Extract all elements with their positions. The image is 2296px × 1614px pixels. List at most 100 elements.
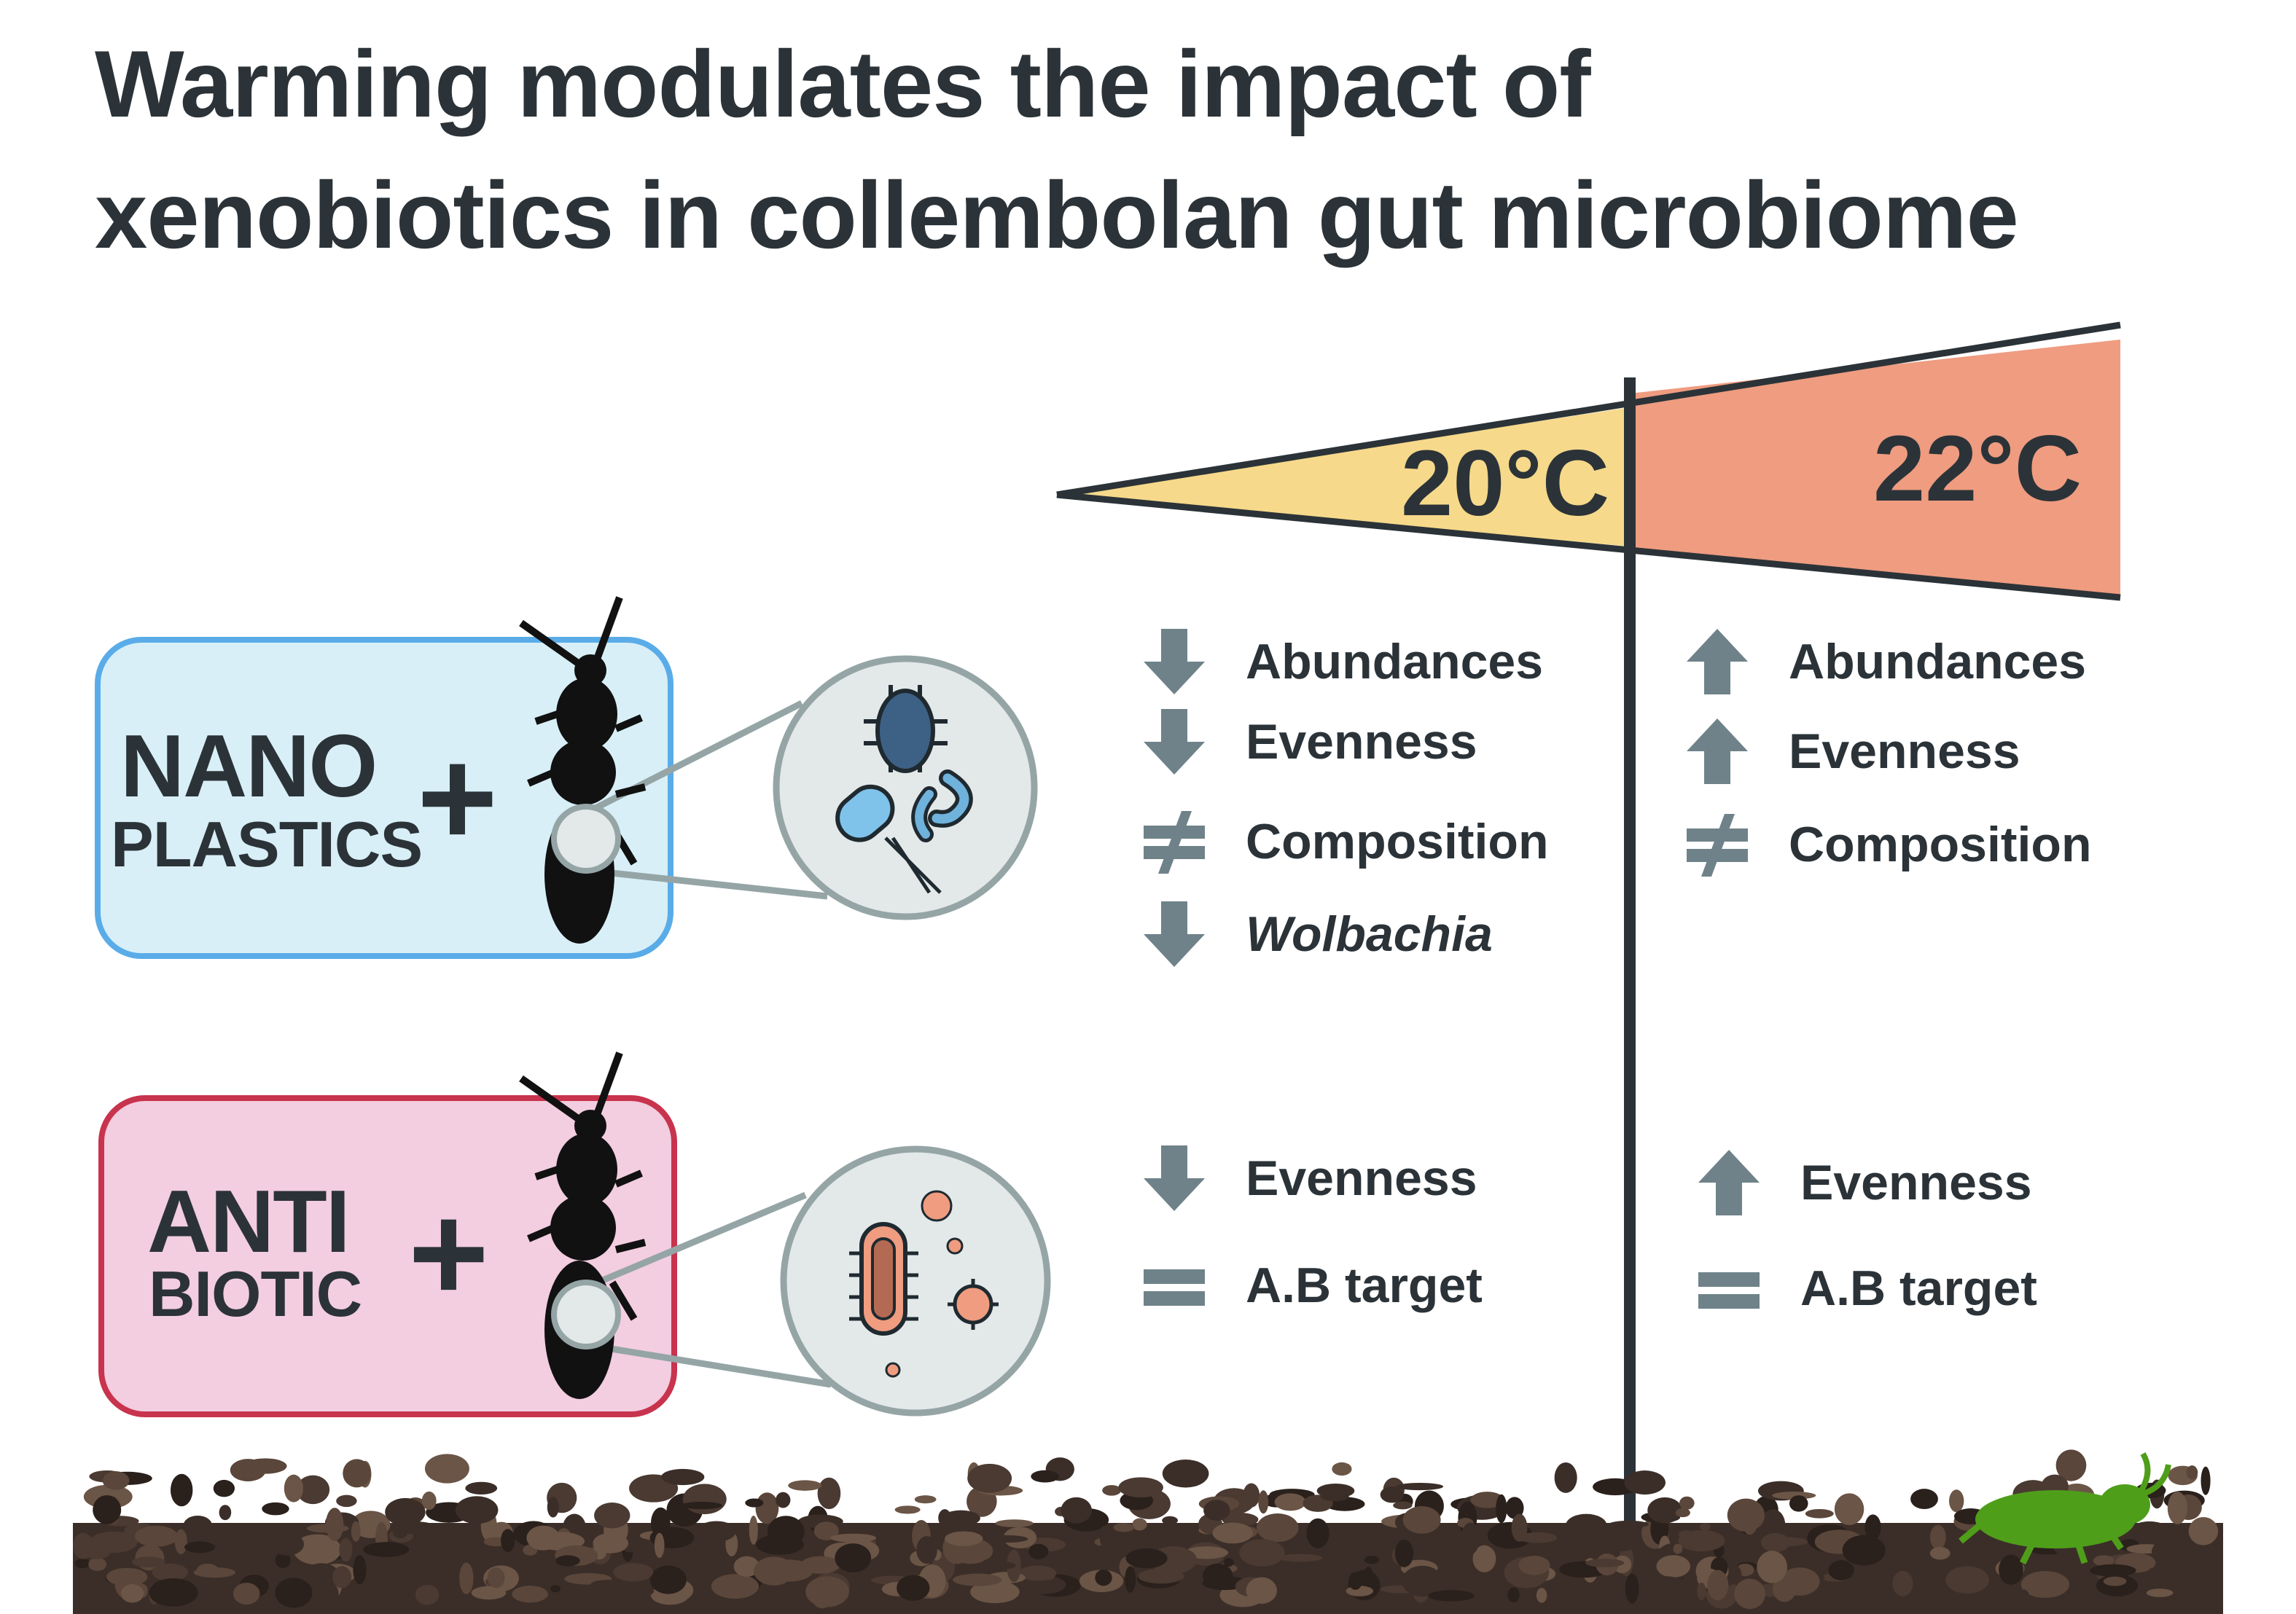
soil-clump <box>1402 1565 1443 1597</box>
equals-icon <box>1144 1269 1205 1306</box>
soil-clump <box>711 1574 759 1599</box>
soil-clump <box>2151 1537 2192 1567</box>
soil-clump <box>2055 1449 2087 1481</box>
soil-clump <box>1761 1532 1790 1553</box>
soil-clump <box>1203 1563 1233 1588</box>
soil-clump <box>1306 1518 1329 1548</box>
soil-clump <box>1566 1513 1607 1537</box>
soil-clump <box>1380 1486 1404 1503</box>
soil-clump <box>170 1473 193 1507</box>
soil-clump <box>102 1471 130 1490</box>
effect-anti-22-item: A.B target <box>1695 1252 2037 1325</box>
soil-clump <box>1132 1518 1147 1531</box>
soil-clump <box>788 1480 822 1491</box>
soil-clump <box>1505 1497 1524 1519</box>
soil-clump <box>1834 1493 1864 1525</box>
soil-clump <box>385 1497 426 1527</box>
soil-clump <box>336 1494 357 1508</box>
soil-clump <box>666 1540 689 1548</box>
effect-label: A.B target <box>1800 1261 2037 1316</box>
soil-clump <box>426 1537 451 1551</box>
soil-clump <box>2186 1465 2198 1480</box>
arrow-down-icon <box>1144 1145 1205 1211</box>
soil-clump <box>1734 1578 1765 1610</box>
soil-clump <box>183 1515 213 1536</box>
arrow-up-icon <box>1698 1150 1760 1215</box>
title-line-1: Warming modulates the impact of <box>95 31 1591 137</box>
soil-clump <box>995 1519 1034 1527</box>
effect-anti-20-item: A.B target <box>1141 1249 1483 1322</box>
effect-label: Wolbachia <box>1246 906 1493 962</box>
soil-clump <box>1518 1532 1558 1543</box>
soil-clump <box>1609 1520 1649 1528</box>
soil-clump <box>149 1578 198 1607</box>
soil-clump <box>93 1495 122 1524</box>
soil-clump <box>1536 1588 1547 1603</box>
soil-clump <box>800 1556 840 1574</box>
soil-clump <box>1641 1576 1690 1602</box>
soil-clump <box>1647 1497 1682 1524</box>
soil-clump <box>1278 1554 1323 1562</box>
equals-icon <box>1698 1272 1760 1309</box>
soil-clump <box>1125 1566 1136 1593</box>
soil-clump <box>1673 1543 1683 1554</box>
soil-clump <box>1842 1535 1886 1566</box>
soil-clump <box>233 1583 260 1605</box>
soil-clump <box>512 1586 548 1603</box>
soil-clump <box>1828 1560 1854 1580</box>
effect-label: A.B target <box>1246 1258 1483 1313</box>
soil-clump <box>284 1474 304 1503</box>
effect-nano-22-item: Abundances <box>1684 625 2086 698</box>
soil-clump <box>555 1555 580 1567</box>
soil-clump <box>444 1569 458 1590</box>
soil-clump <box>817 1477 841 1510</box>
soil-clump <box>593 1532 629 1554</box>
soil-clump <box>262 1502 289 1516</box>
plastics-label: PLASTICS <box>111 808 423 880</box>
soil-clump <box>681 1501 722 1510</box>
soil-clump <box>1585 1559 1625 1567</box>
effect-nano-20-item: Wolbachia <box>1141 898 1493 971</box>
antibiotic-box <box>98 1095 677 1417</box>
soil-clump <box>1018 1565 1057 1581</box>
soil-clump <box>1274 1493 1306 1511</box>
soil-clump <box>590 1580 625 1590</box>
soil-clump <box>1929 1524 1946 1550</box>
biotic-label: BIOTIC <box>149 1258 362 1330</box>
soil-clump <box>1162 1516 1178 1525</box>
soil-clump <box>471 1586 507 1600</box>
soil-clump <box>1699 1523 1711 1531</box>
effect-label: Evenness <box>1789 724 2020 779</box>
soil-clump <box>343 1459 371 1488</box>
soil-clump <box>1568 1583 1615 1606</box>
soil-clump <box>2134 1521 2165 1532</box>
soil-clump <box>1624 1470 1666 1495</box>
soil-clump <box>2018 1589 2029 1602</box>
not-equal-icon <box>1687 814 1748 877</box>
wedge-top-edge <box>1056 321 2121 498</box>
soil-clump <box>1805 1508 1834 1519</box>
soil-clump <box>243 1458 287 1474</box>
soil-clump <box>697 1521 736 1542</box>
soil-clump <box>1678 1529 1725 1552</box>
wedge-22c <box>1630 340 2120 598</box>
soil-clump <box>1028 1543 1049 1559</box>
soil-clump <box>1507 1587 1520 1603</box>
soil-clump <box>2146 1588 2174 1597</box>
soil-clump <box>1125 1548 1168 1569</box>
effect-label: Composition <box>1789 817 2092 872</box>
soil-clump <box>1223 1558 1234 1567</box>
soil-clump <box>914 1495 937 1504</box>
arrow-down-icon <box>1144 709 1205 775</box>
not-equal-icon <box>1144 811 1205 874</box>
soil-clump <box>296 1475 330 1505</box>
soil-clump <box>916 1536 937 1564</box>
soil-clump <box>1428 1590 1475 1602</box>
soil-clump <box>1949 1489 1964 1513</box>
soil-clump <box>1625 1573 1639 1604</box>
soil-clump <box>830 1533 877 1543</box>
soil-clump <box>985 1561 1016 1570</box>
effect-label: Composition <box>1246 814 1549 869</box>
soil-clump <box>1258 1490 1269 1514</box>
